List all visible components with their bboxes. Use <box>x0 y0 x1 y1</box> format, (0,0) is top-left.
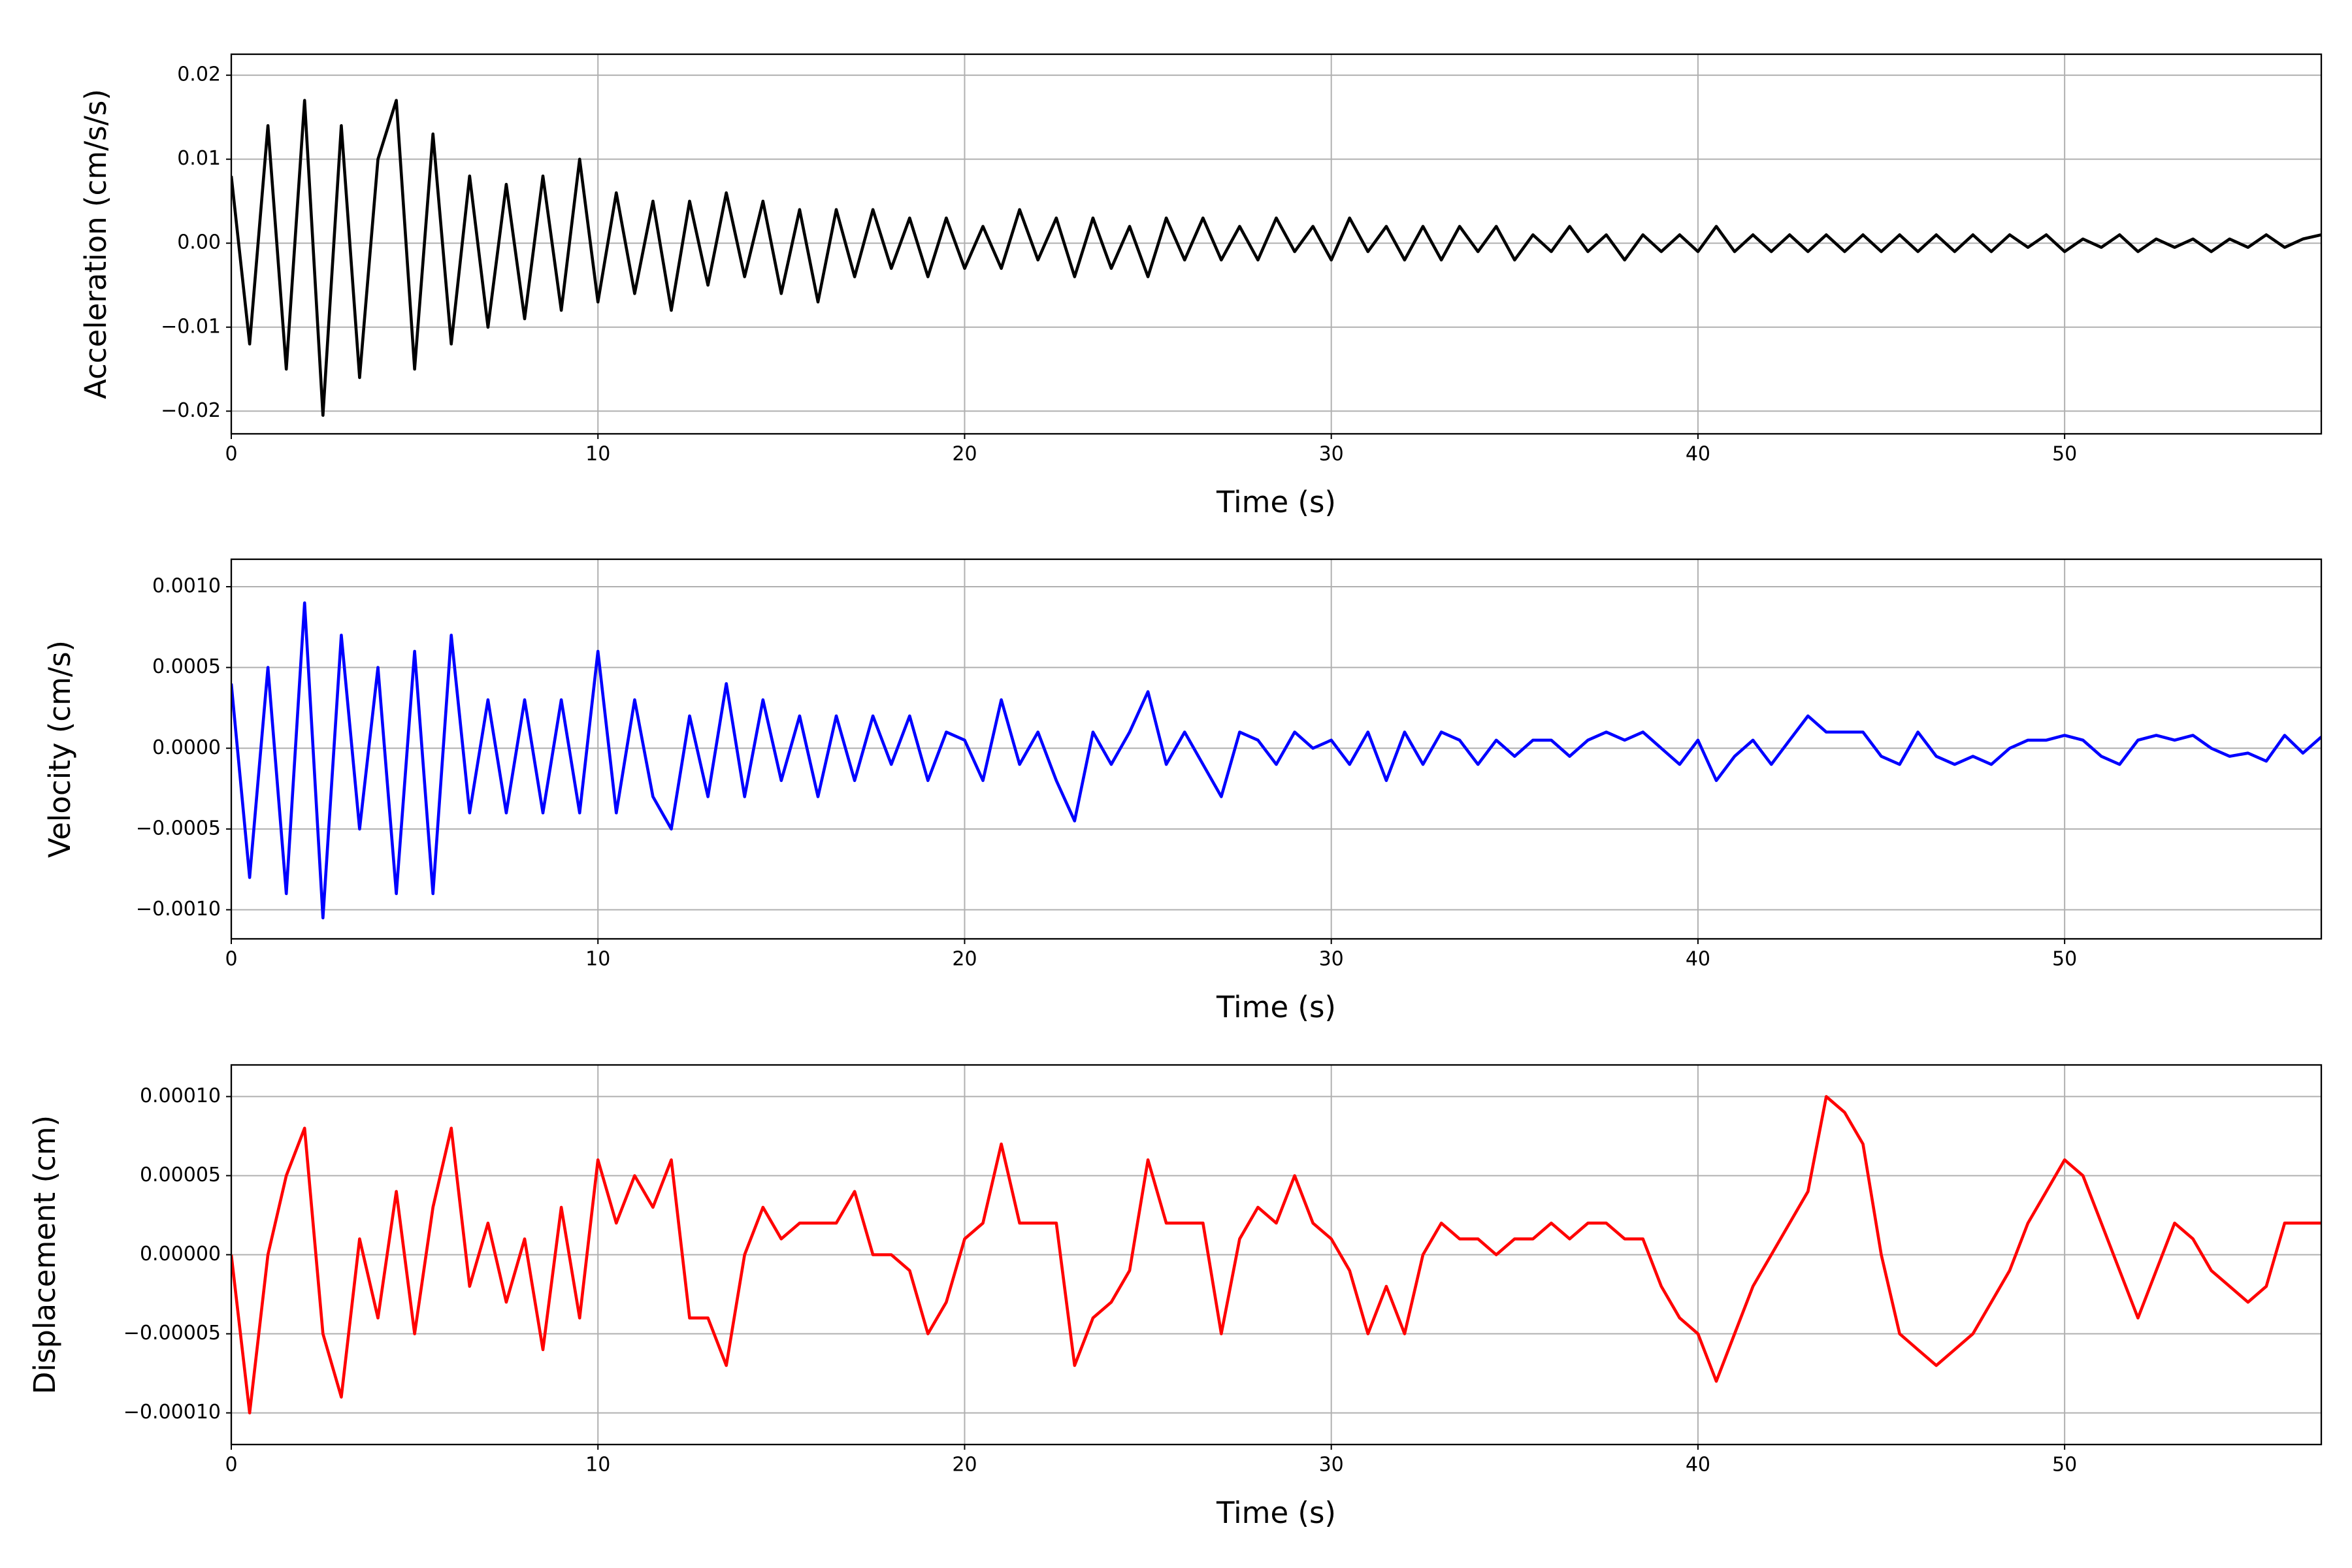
y-tick-label: 0.0000 <box>152 736 221 759</box>
x-axis-label: Time (s) <box>1216 1495 1336 1530</box>
x-tick-label: 0 <box>225 1454 237 1477</box>
y-tick-label: 0.00010 <box>140 1085 221 1107</box>
y-tick-label: 0.00000 <box>140 1243 221 1266</box>
x-tick-label: 50 <box>2052 1454 2077 1477</box>
x-tick-label: 40 <box>1686 948 1710 971</box>
y-axis-label: Displacement (cm) <box>27 1115 62 1394</box>
x-tick-label: 20 <box>952 948 977 971</box>
y-tick-label: 0.00005 <box>140 1164 221 1186</box>
y-tick-label: −0.00005 <box>123 1322 221 1345</box>
signal-line <box>231 99 2321 417</box>
y-tick-label: −0.0005 <box>136 817 221 840</box>
y-axis-label: Acceleration (cm/s/s) <box>78 89 113 399</box>
y-tick-label: −0.02 <box>161 399 221 422</box>
y-tick-label: −0.00010 <box>123 1401 221 1424</box>
y-tick-label: 0.01 <box>177 147 221 170</box>
plot-frame <box>230 53 2323 435</box>
x-tick-label: 40 <box>1686 1454 1710 1477</box>
plot-frame <box>230 558 2323 940</box>
y-tick-label: −0.01 <box>161 315 221 338</box>
y-tick-label: 0.0010 <box>152 575 221 598</box>
x-tick-label: 50 <box>2052 948 2077 971</box>
y-axis-label: Velocity (cm/s) <box>42 640 77 858</box>
y-tick-label: −0.0010 <box>136 898 221 921</box>
x-tick-label: 40 <box>1686 443 1710 466</box>
x-tick-label: 30 <box>1319 1454 1344 1477</box>
x-tick-label: 50 <box>2052 443 2077 466</box>
x-tick-label: 20 <box>952 443 977 466</box>
x-tick-label: 0 <box>225 443 237 466</box>
signal-line <box>231 601 2321 920</box>
x-tick-label: 0 <box>225 948 237 971</box>
y-tick-label: 0.0005 <box>152 655 221 678</box>
x-tick-label: 30 <box>1319 443 1344 466</box>
plot-frame <box>230 1064 2323 1446</box>
x-axis-label: Time (s) <box>1216 990 1336 1024</box>
y-tick-label: 0.00 <box>177 231 221 254</box>
x-tick-label: 10 <box>585 443 610 466</box>
x-tick-label: 10 <box>585 1454 610 1477</box>
x-tick-label: 10 <box>585 948 610 971</box>
x-tick-label: 30 <box>1319 948 1344 971</box>
y-tick-label: 0.02 <box>177 63 221 86</box>
x-axis-label: Time (s) <box>1216 485 1336 519</box>
x-tick-label: 20 <box>952 1454 977 1477</box>
signal-line <box>231 1095 2321 1414</box>
